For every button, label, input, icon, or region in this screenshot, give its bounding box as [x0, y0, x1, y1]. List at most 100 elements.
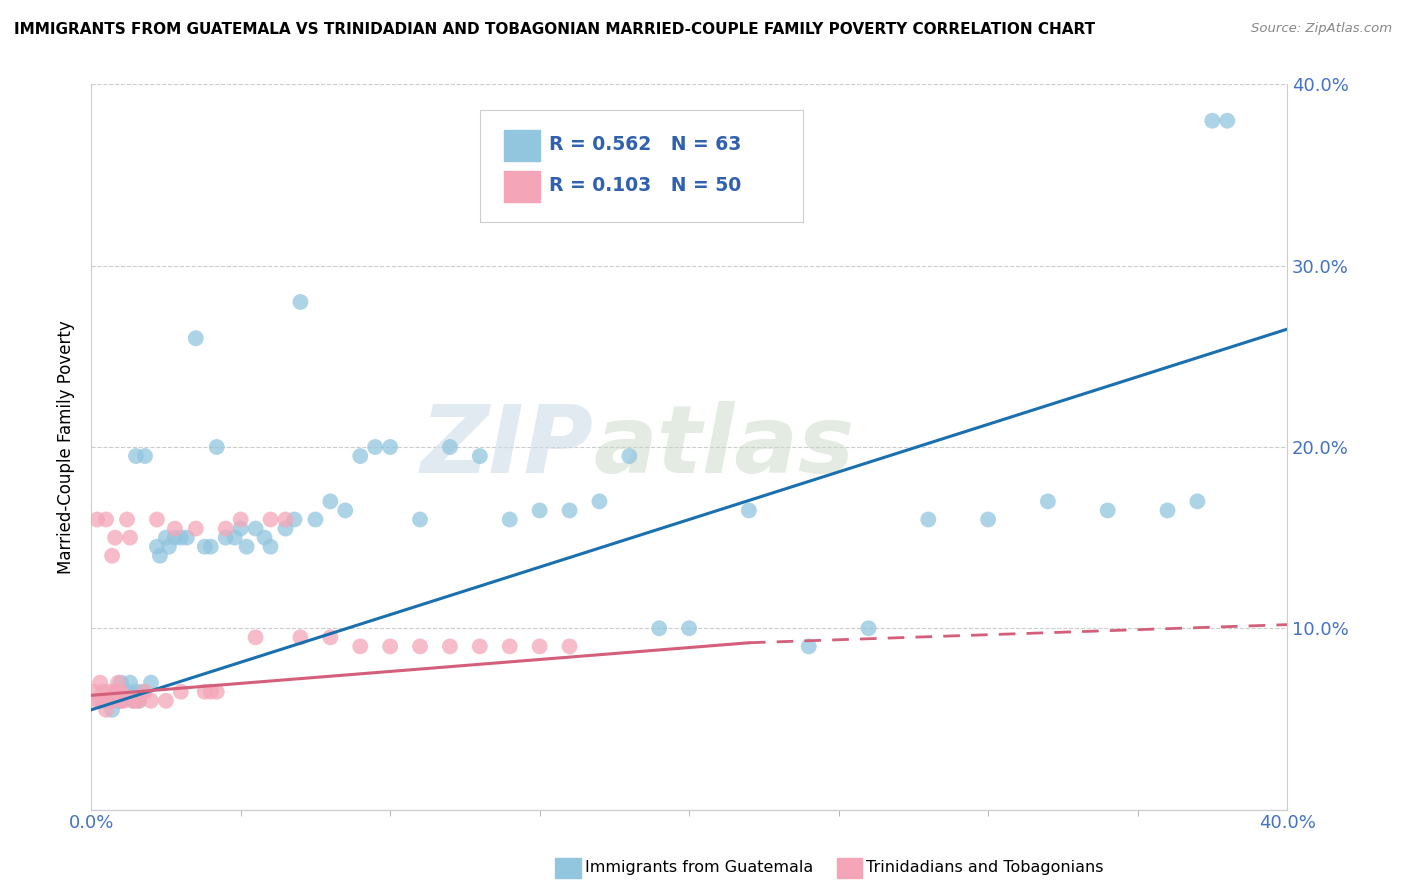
- Point: [101, 703, 124, 717]
- Point: [112, 694, 135, 708]
- Point: [110, 675, 132, 690]
- Point: [128, 694, 150, 708]
- Text: Trinidadians and Tobagonians: Trinidadians and Tobagonians: [866, 861, 1104, 875]
- Point: [86, 512, 108, 526]
- Point: [290, 630, 312, 644]
- Point: [409, 640, 432, 654]
- Point: [139, 675, 162, 690]
- Point: [319, 630, 342, 644]
- Point: [529, 503, 551, 517]
- Text: R = 0.562   N = 63: R = 0.562 N = 63: [550, 135, 741, 154]
- Point: [125, 449, 148, 463]
- Point: [176, 531, 198, 545]
- Point: [977, 512, 1000, 526]
- Point: [253, 531, 276, 545]
- Point: [229, 522, 252, 536]
- Point: [229, 512, 252, 526]
- Text: IMMIGRANTS FROM GUATEMALA VS TRINIDADIAN AND TOBAGONIAN MARRIED-COUPLE FAMILY PO: IMMIGRANTS FROM GUATEMALA VS TRINIDADIAN…: [14, 22, 1095, 37]
- Point: [89, 694, 111, 708]
- Point: [146, 512, 169, 526]
- Point: [104, 684, 127, 698]
- Point: [224, 531, 246, 545]
- Point: [107, 694, 129, 708]
- Point: [529, 640, 551, 654]
- Point: [122, 694, 145, 708]
- Point: [200, 540, 222, 554]
- Point: [101, 694, 124, 708]
- Point: [110, 684, 132, 698]
- Bar: [503, 130, 540, 161]
- Point: [468, 449, 491, 463]
- Point: [115, 512, 138, 526]
- Point: [155, 694, 177, 708]
- Point: [94, 694, 117, 708]
- Point: [194, 684, 217, 698]
- Point: [170, 684, 193, 698]
- Point: [335, 503, 357, 517]
- Point: [290, 295, 312, 310]
- Point: [163, 531, 186, 545]
- Point: [184, 522, 207, 536]
- Y-axis label: Married-Couple Family Poverty: Married-Couple Family Poverty: [58, 320, 75, 574]
- Point: [89, 675, 111, 690]
- Point: [259, 540, 281, 554]
- Point: [163, 522, 186, 536]
- Point: [91, 694, 114, 708]
- Point: [274, 522, 297, 536]
- Point: [134, 449, 156, 463]
- Point: [118, 675, 141, 690]
- Point: [439, 440, 461, 454]
- Text: atlas: atlas: [593, 401, 855, 493]
- Point: [194, 540, 217, 554]
- Point: [917, 512, 939, 526]
- Point: [364, 440, 387, 454]
- Point: [245, 522, 267, 536]
- Point: [235, 540, 257, 554]
- Point: [122, 694, 145, 708]
- Point: [104, 684, 127, 698]
- Point: [98, 694, 121, 708]
- Point: [558, 503, 581, 517]
- Point: [134, 684, 156, 698]
- Point: [101, 549, 124, 563]
- Point: [107, 675, 129, 690]
- Point: [499, 640, 522, 654]
- Bar: [503, 171, 540, 202]
- Point: [131, 684, 153, 698]
- Point: [205, 684, 228, 698]
- Point: [304, 512, 326, 526]
- Point: [184, 331, 207, 345]
- Point: [104, 531, 127, 545]
- Point: [588, 494, 610, 508]
- Point: [1201, 113, 1223, 128]
- Point: [468, 640, 491, 654]
- Point: [215, 531, 238, 545]
- Point: [115, 684, 138, 698]
- Text: R = 0.103   N = 50: R = 0.103 N = 50: [550, 177, 741, 195]
- Point: [558, 640, 581, 654]
- Point: [83, 684, 105, 698]
- Point: [128, 694, 150, 708]
- Point: [349, 640, 371, 654]
- Point: [149, 549, 172, 563]
- Point: [738, 503, 761, 517]
- Text: Immigrants from Guatemala: Immigrants from Guatemala: [585, 861, 813, 875]
- Point: [409, 512, 432, 526]
- Point: [378, 440, 401, 454]
- Point: [146, 540, 169, 554]
- Point: [283, 512, 305, 526]
- Point: [319, 494, 342, 508]
- Point: [110, 694, 132, 708]
- Point: [1097, 503, 1119, 517]
- Point: [170, 531, 193, 545]
- Point: [215, 522, 238, 536]
- Point: [91, 684, 114, 698]
- Text: ZIP: ZIP: [420, 401, 593, 493]
- Point: [125, 694, 148, 708]
- Point: [858, 621, 880, 635]
- Point: [157, 540, 180, 554]
- Point: [86, 694, 108, 708]
- FancyBboxPatch shape: [479, 110, 803, 222]
- Point: [200, 684, 222, 698]
- Point: [205, 440, 228, 454]
